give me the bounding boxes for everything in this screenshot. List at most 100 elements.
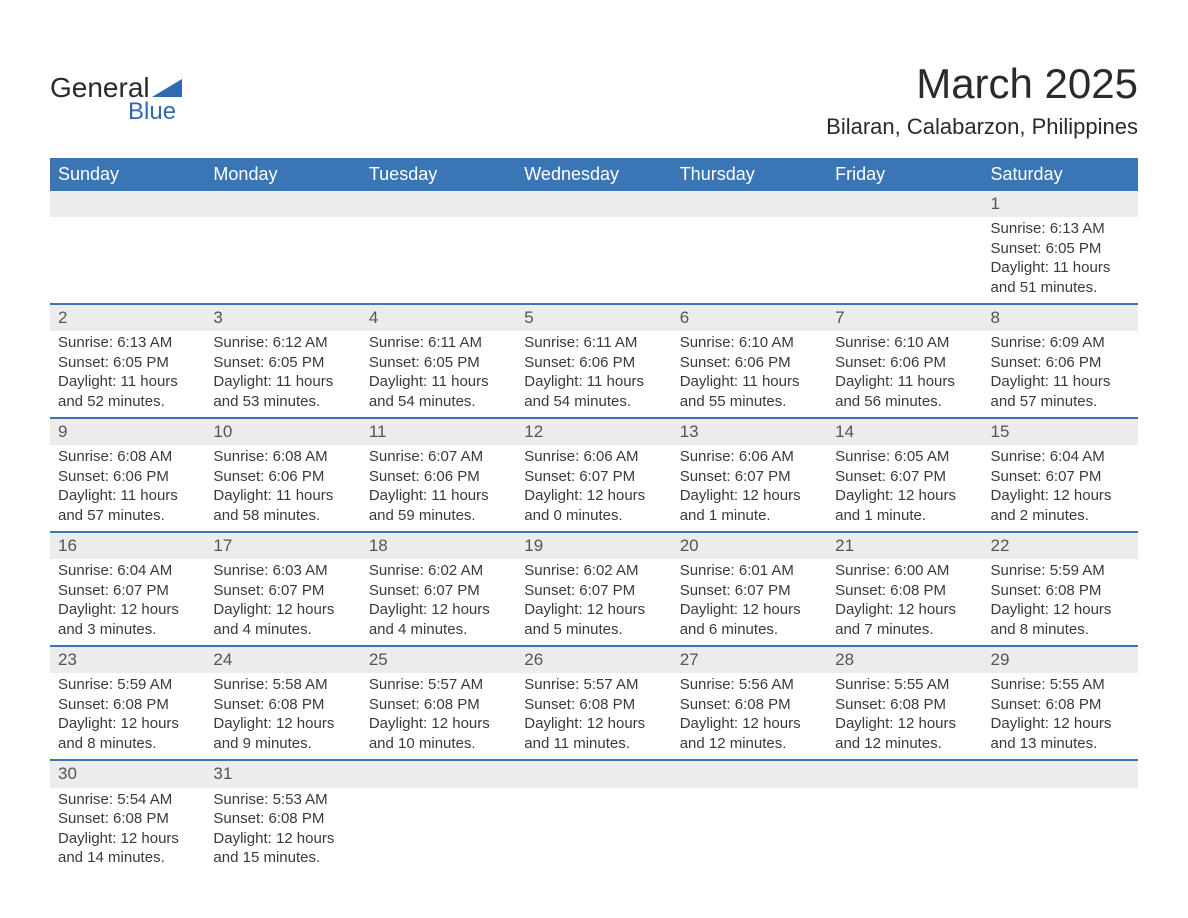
day-detail-cell: Sunrise: 6:10 AMSunset: 6:06 PMDaylight:… xyxy=(827,331,982,418)
day-number-cell: 12 xyxy=(516,418,671,445)
day-number-row: 2345678 xyxy=(50,304,1138,331)
day-detail-cell: Sunrise: 6:08 AMSunset: 6:06 PMDaylight:… xyxy=(205,445,360,532)
day-number: 12 xyxy=(524,422,543,441)
sunset-line: Sunset: 6:07 PM xyxy=(213,581,352,601)
day-number: 26 xyxy=(524,650,543,669)
daylight-line-1: Daylight: 11 hours xyxy=(680,372,819,392)
sunrise-line: Sunrise: 6:02 AM xyxy=(524,561,663,581)
sunrise-line: Sunrise: 6:12 AM xyxy=(213,333,352,353)
day-number: 20 xyxy=(680,536,699,555)
day-number-cell: 14 xyxy=(827,418,982,445)
daylight-line-1: Daylight: 11 hours xyxy=(58,372,197,392)
daylight-line-2: and 51 minutes. xyxy=(991,278,1130,298)
daylight-line-1: Daylight: 12 hours xyxy=(680,486,819,506)
day-number: 15 xyxy=(991,422,1010,441)
day-number-cell xyxy=(361,760,516,787)
sunrise-line: Sunrise: 5:57 AM xyxy=(524,675,663,695)
day-number: 22 xyxy=(991,536,1010,555)
daylight-line-2: and 56 minutes. xyxy=(835,392,974,412)
sunset-line: Sunset: 6:05 PM xyxy=(213,353,352,373)
day-number: 29 xyxy=(991,650,1010,669)
calendar-header: SundayMondayTuesdayWednesdayThursdayFrid… xyxy=(50,158,1138,191)
day-number-cell: 29 xyxy=(983,646,1138,673)
weekday-header: Saturday xyxy=(983,158,1138,191)
day-number: 16 xyxy=(58,536,77,555)
sunset-line: Sunset: 6:08 PM xyxy=(835,695,974,715)
day-detail-cell xyxy=(983,788,1138,874)
day-detail-cell xyxy=(516,217,671,304)
sunset-line: Sunset: 6:06 PM xyxy=(680,353,819,373)
daylight-line-1: Daylight: 11 hours xyxy=(213,372,352,392)
sunset-line: Sunset: 6:06 PM xyxy=(369,467,508,487)
daylight-line-2: and 53 minutes. xyxy=(213,392,352,412)
day-detail-cell: Sunrise: 5:59 AMSunset: 6:08 PMDaylight:… xyxy=(983,559,1138,646)
daylight-line-2: and 3 minutes. xyxy=(58,620,197,640)
daylight-line-2: and 10 minutes. xyxy=(369,734,508,754)
day-detail-cell xyxy=(827,788,982,874)
sunrise-line: Sunrise: 5:54 AM xyxy=(58,790,197,810)
day-number: 8 xyxy=(991,308,1000,327)
sunset-line: Sunset: 6:07 PM xyxy=(524,581,663,601)
day-detail-row: Sunrise: 5:54 AMSunset: 6:08 PMDaylight:… xyxy=(50,788,1138,874)
daylight-line-1: Daylight: 12 hours xyxy=(991,714,1130,734)
sunrise-line: Sunrise: 5:55 AM xyxy=(835,675,974,695)
sunset-line: Sunset: 6:05 PM xyxy=(991,239,1130,259)
daylight-line-1: Daylight: 12 hours xyxy=(369,600,508,620)
month-title: March 2025 xyxy=(826,60,1138,108)
daylight-line-2: and 8 minutes. xyxy=(991,620,1130,640)
weekday-header: Tuesday xyxy=(361,158,516,191)
sunset-line: Sunset: 6:08 PM xyxy=(213,809,352,829)
day-detail-cell xyxy=(205,217,360,304)
day-number-cell: 17 xyxy=(205,532,360,559)
day-number: 19 xyxy=(524,536,543,555)
day-number-cell: 16 xyxy=(50,532,205,559)
daylight-line-2: and 54 minutes. xyxy=(524,392,663,412)
day-detail-cell: Sunrise: 5:56 AMSunset: 6:08 PMDaylight:… xyxy=(672,673,827,760)
day-detail-cell: Sunrise: 6:05 AMSunset: 6:07 PMDaylight:… xyxy=(827,445,982,532)
day-number-cell: 5 xyxy=(516,304,671,331)
day-detail-cell: Sunrise: 6:02 AMSunset: 6:07 PMDaylight:… xyxy=(516,559,671,646)
day-number-cell: 6 xyxy=(672,304,827,331)
sunset-line: Sunset: 6:05 PM xyxy=(58,353,197,373)
day-detail-row: Sunrise: 6:08 AMSunset: 6:06 PMDaylight:… xyxy=(50,445,1138,532)
daylight-line-2: and 15 minutes. xyxy=(213,848,352,868)
sunset-line: Sunset: 6:06 PM xyxy=(835,353,974,373)
weekday-header: Sunday xyxy=(50,158,205,191)
day-number: 17 xyxy=(213,536,232,555)
sunrise-line: Sunrise: 6:11 AM xyxy=(524,333,663,353)
daylight-line-2: and 12 minutes. xyxy=(680,734,819,754)
day-number-cell xyxy=(827,191,982,217)
daylight-line-2: and 14 minutes. xyxy=(58,848,197,868)
weekday-header: Monday xyxy=(205,158,360,191)
day-number-cell xyxy=(361,191,516,217)
day-number-cell: 8 xyxy=(983,304,1138,331)
sunrise-line: Sunrise: 6:05 AM xyxy=(835,447,974,467)
day-detail-cell: Sunrise: 6:03 AMSunset: 6:07 PMDaylight:… xyxy=(205,559,360,646)
day-number: 4 xyxy=(369,308,378,327)
day-number: 10 xyxy=(213,422,232,441)
day-detail-cell xyxy=(50,217,205,304)
day-number-cell: 27 xyxy=(672,646,827,673)
daylight-line-2: and 12 minutes. xyxy=(835,734,974,754)
day-number: 23 xyxy=(58,650,77,669)
day-detail-cell: Sunrise: 6:13 AMSunset: 6:05 PMDaylight:… xyxy=(50,331,205,418)
header-row: General Blue March 2025 Bilaran, Calabar… xyxy=(50,40,1138,144)
day-number-row: 9101112131415 xyxy=(50,418,1138,445)
day-detail-cell: Sunrise: 6:06 AMSunset: 6:07 PMDaylight:… xyxy=(516,445,671,532)
calendar-body: 1Sunrise: 6:13 AMSunset: 6:05 PMDaylight… xyxy=(50,191,1138,874)
day-number-cell xyxy=(516,191,671,217)
day-number: 5 xyxy=(524,308,533,327)
day-number-cell: 2 xyxy=(50,304,205,331)
day-number: 7 xyxy=(835,308,844,327)
day-number: 2 xyxy=(58,308,67,327)
day-number-cell: 13 xyxy=(672,418,827,445)
day-number-cell: 9 xyxy=(50,418,205,445)
day-detail-cell xyxy=(827,217,982,304)
day-number-cell xyxy=(516,760,671,787)
sunrise-line: Sunrise: 6:10 AM xyxy=(680,333,819,353)
weekday-header: Thursday xyxy=(672,158,827,191)
day-number-cell: 28 xyxy=(827,646,982,673)
day-number-row: 3031 xyxy=(50,760,1138,787)
daylight-line-2: and 59 minutes. xyxy=(369,506,508,526)
day-number: 30 xyxy=(58,764,77,783)
